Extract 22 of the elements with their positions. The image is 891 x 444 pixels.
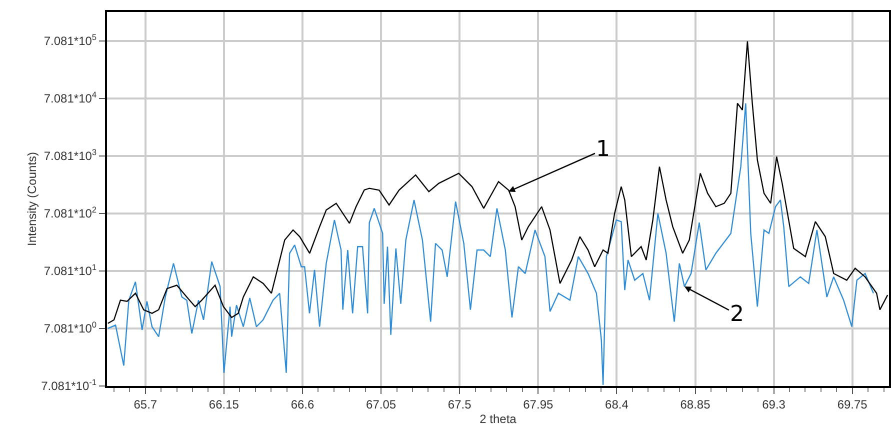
- y-axis-title: Intensity (Counts): [24, 152, 39, 246]
- x-tick-label: 69.3: [762, 397, 786, 412]
- y-tick-label: 7.081*10$^{-1}$: [41, 377, 97, 394]
- x-tick-label: 67.95: [523, 397, 554, 412]
- x-tick-label: 66.15: [208, 397, 240, 412]
- annotation: 2: [730, 302, 744, 327]
- y-tick-label: 7.081*10$^{1}$: [44, 262, 97, 278]
- x-tick-label: 66.6: [290, 397, 314, 412]
- x-tick-label: 68.4: [605, 397, 629, 412]
- y-tick-label: 7.081*10$^{0}$: [44, 320, 97, 336]
- line-series: [107, 102, 874, 386]
- x-tick-label: 65.7: [134, 397, 158, 412]
- annotation: 1: [596, 137, 610, 162]
- x-tick-label: 67.05: [366, 397, 396, 412]
- y-tick-label: 7.081*10$^{2}$: [44, 204, 97, 221]
- x-axis-title: 2 theta: [480, 412, 517, 426]
- x-tick-label: 68.85: [680, 397, 711, 412]
- y-tick-label: 7.081*10$^{3}$: [44, 147, 97, 164]
- y-tick-label: 7.081*10$^{4}$: [44, 90, 97, 106]
- x-tick-label: 67.5: [448, 397, 472, 412]
- y-tick-label: 7.081*10$^{5}$: [44, 32, 97, 48]
- x-tick-label: 69.75: [837, 397, 868, 412]
